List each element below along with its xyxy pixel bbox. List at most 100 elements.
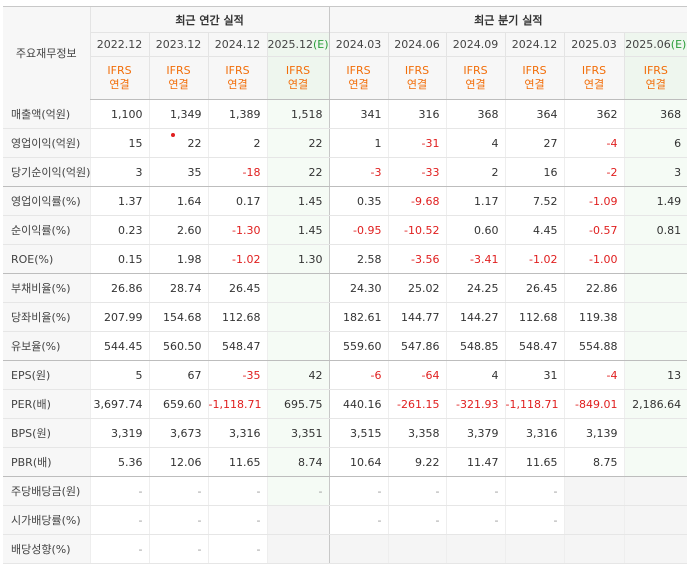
table-cell: 26.45 xyxy=(504,273,565,303)
table-cell: 9.22 xyxy=(387,447,447,477)
table-cell: 8.75 xyxy=(563,447,625,477)
ifrs-label: IFRS xyxy=(346,64,371,77)
table-cell: 1.30 xyxy=(266,244,330,274)
table-cell: 7.52 xyxy=(504,186,565,216)
table-row: 영업이익(억원) 15 22 2 22 1 -31 4 27 -4 6 xyxy=(3,128,688,158)
table-row: EPS(원) 5 67 -35 42 -6 -64 4 31 -4 13 xyxy=(3,360,688,390)
row-label: ROE(%) xyxy=(3,244,90,274)
table-cell: -3 xyxy=(328,157,389,187)
consolidated-label: 연결 xyxy=(348,78,369,91)
table-cell: 12.06 xyxy=(148,447,208,477)
table-cell: -31 xyxy=(387,128,447,158)
table-cell: 559.60 xyxy=(328,331,389,361)
ifrs-consolidated-header: IFRS 연결 xyxy=(328,56,389,100)
table-cell xyxy=(623,244,688,274)
table-cell: 3,319 xyxy=(89,418,149,448)
ifrs-label: IFRS xyxy=(166,64,191,77)
table-cell: 1.45 xyxy=(266,186,330,216)
ifrs-consolidated-header: IFRS 연결 xyxy=(148,56,208,100)
table-cell: -1.02 xyxy=(504,244,565,274)
table-cell: 42 xyxy=(266,360,330,390)
ifrs-consolidated-header: IFRS 연결 xyxy=(387,56,447,100)
table-row: 당기순이익(억원) 3 35 -18 22 -3 -33 2 16 -2 3 xyxy=(3,157,688,187)
table-cell: 1.37 xyxy=(89,186,149,216)
table-cell xyxy=(445,534,506,564)
row-label: 유보율(%) xyxy=(3,331,90,361)
table-cell: 548.47 xyxy=(207,331,267,361)
table-cell: -6 xyxy=(328,360,389,390)
estimate-mark: (E) xyxy=(313,38,329,51)
table-cell: 364 xyxy=(504,99,565,129)
period-header: 2022.12 xyxy=(89,32,149,57)
table-cell: 1,518 xyxy=(266,99,330,129)
table-cell: 3,351 xyxy=(266,418,330,448)
table-cell: 440.16 xyxy=(328,389,389,419)
table-cell: 1.17 xyxy=(445,186,506,216)
table-cell: - xyxy=(207,534,267,564)
ifrs-label: IFRS xyxy=(643,64,668,77)
table-cell: -3.56 xyxy=(387,244,447,274)
table-row: 순이익률(%) 0.23 2.60 -1.30 1.45 -0.95 -10.52 0.60 4… xyxy=(3,215,688,245)
table-cell: -3.41 xyxy=(445,244,506,274)
table-cell: 24.30 xyxy=(328,273,389,303)
table-cell: 28.74 xyxy=(148,273,208,303)
period-header: 2024.06 xyxy=(387,32,447,57)
table-cell: 6 xyxy=(623,128,688,158)
table-cell: -849.01 xyxy=(563,389,625,419)
table-cell: 22 xyxy=(148,128,208,158)
table-cell: 3 xyxy=(89,157,149,187)
table-cell xyxy=(623,273,688,303)
period-label: 2022.12 xyxy=(96,38,143,51)
table-cell: 3,139 xyxy=(563,418,625,448)
table-cell: 0.17 xyxy=(207,186,267,216)
row-label: BPS(원) xyxy=(3,418,90,448)
table-cell: -9.68 xyxy=(387,186,447,216)
consolidated-label: 연결 xyxy=(109,78,130,91)
table-row: 영업이익률(%) 1.37 1.64 0.17 1.45 0.35 -9.68 1.17 7.5… xyxy=(3,186,688,216)
table-cell: 26.45 xyxy=(207,273,267,303)
table-cell: 1.98 xyxy=(148,244,208,274)
table-cell: - xyxy=(89,534,149,564)
period-header: 2024.12 xyxy=(207,32,267,57)
table-cell: 5.36 xyxy=(89,447,149,477)
table-cell: -0.95 xyxy=(328,215,389,245)
row-label: 영업이익률(%) xyxy=(3,186,90,216)
table-cell: 4.45 xyxy=(504,215,565,245)
consolidated-label: 연결 xyxy=(168,78,189,91)
table-row: ROE(%) 0.15 1.98 -1.02 1.30 2.58 -3.56 -3.41 -1.… xyxy=(3,244,688,274)
table-cell: 548.85 xyxy=(445,331,506,361)
table-cell: 3,316 xyxy=(504,418,565,448)
table-cell: -0.57 xyxy=(563,215,625,245)
row-label: 주당배당금(원) xyxy=(3,476,90,506)
table-cell: - xyxy=(266,476,330,506)
ifrs-consolidated-header: IFRS 연결 xyxy=(207,56,267,100)
table-cell: 0.81 xyxy=(623,215,688,245)
table-cell: -1.02 xyxy=(207,244,267,274)
table-row: BPS(원) 3,319 3,673 3,316 3,351 3,515 3,358 3,37… xyxy=(3,418,688,448)
table-cell: 26.86 xyxy=(89,273,149,303)
table-cell: - xyxy=(148,476,208,506)
ifrs-label: IFRS xyxy=(581,64,607,77)
period-header: 2024.03 xyxy=(328,32,389,57)
table-row: 당좌비율(%) 207.99 154.68 112.68 182.61 144.77 144… xyxy=(3,302,688,332)
table-cell: 2 xyxy=(207,128,267,158)
table-cell: - xyxy=(445,505,506,535)
row-label: PBR(배) xyxy=(3,447,90,477)
row-label: 시가배당률(%) xyxy=(3,505,90,535)
table-cell xyxy=(266,273,330,303)
row-label: PER(배) xyxy=(3,389,90,419)
period-header: 2025.06(E) xyxy=(623,32,688,57)
table-cell: - xyxy=(148,534,208,564)
period-label: 2025.03 xyxy=(571,38,617,51)
ifrs-consolidated-header: IFRS 연결 xyxy=(563,56,625,100)
table-row: 주당배당금(원) - - - - - - - - xyxy=(3,476,688,506)
red-dot-marker xyxy=(171,133,175,137)
table-cell: 2.58 xyxy=(328,244,389,274)
table-cell: 22 xyxy=(266,128,330,158)
table-cell: 15 xyxy=(89,128,149,158)
table-cell: - xyxy=(504,476,565,506)
table-cell: 22 xyxy=(266,157,330,187)
table-cell: 1,389 xyxy=(207,99,267,129)
table-cell: 548.47 xyxy=(504,331,565,361)
table-cell xyxy=(266,505,330,535)
